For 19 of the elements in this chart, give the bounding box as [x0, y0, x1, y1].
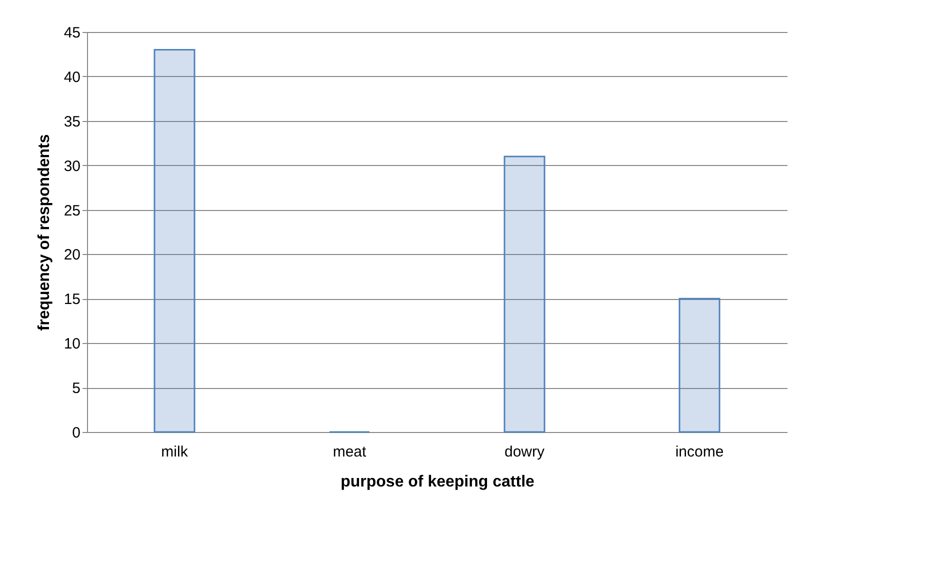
y-tick-label: 10 [64, 336, 80, 353]
bar [678, 298, 720, 433]
y-tick-label: 0 [72, 424, 80, 442]
bar [504, 156, 546, 433]
y-tick-label: 25 [64, 202, 80, 220]
x-axis-title: purpose of keeping cattle [340, 474, 535, 490]
y-tick-label: 40 [64, 68, 80, 86]
y-tick-label: 15 [64, 291, 80, 308]
y-tick-label: 35 [64, 113, 80, 130]
x-tick-label: milk [161, 444, 188, 460]
y-tick-label: 30 [64, 158, 80, 175]
y-tick-label: 45 [64, 24, 80, 42]
y-axis-title: frequency of respondents [36, 134, 53, 331]
x-tick-label: meat [332, 444, 367, 460]
x-tick-label: dowry [504, 444, 546, 460]
x-tick-label: income [675, 444, 724, 460]
bar [154, 49, 196, 433]
y-tick-label: 20 [64, 246, 80, 264]
y-tick-label: 5 [72, 380, 80, 398]
